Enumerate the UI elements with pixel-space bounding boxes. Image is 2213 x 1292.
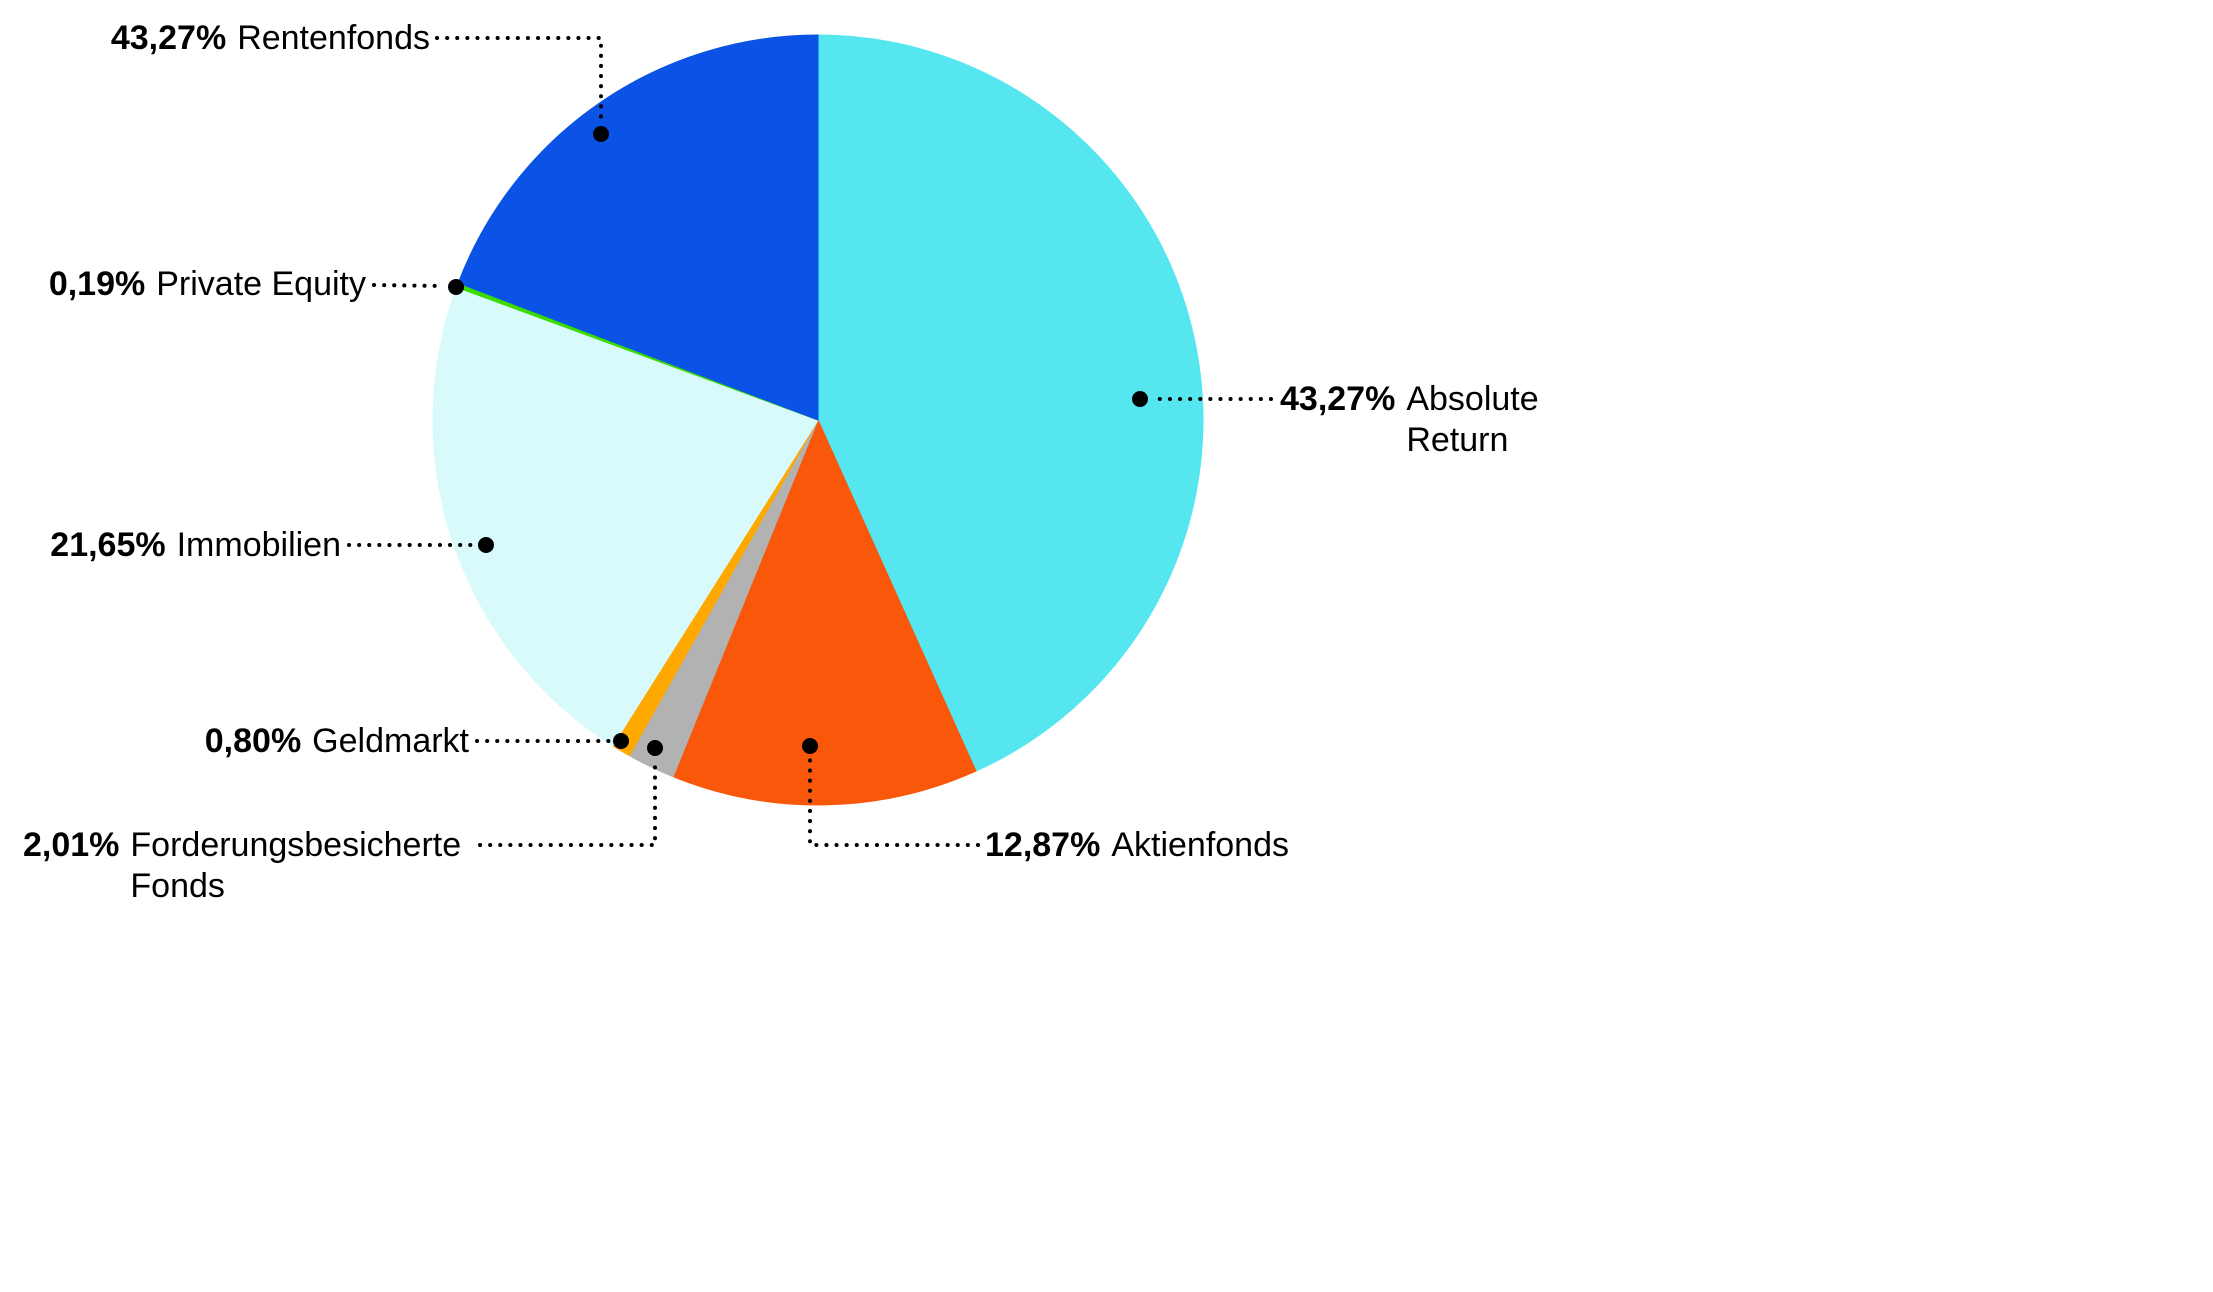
leader-dot-geldmarkt <box>613 733 629 749</box>
label-private-equity-percent: 0,19% <box>48 265 146 303</box>
label-forderungsbesicherte-fonds-name: Forderungsbesicherte Fonds <box>130 826 462 905</box>
pie-slice-aktienfonds <box>672 418 977 806</box>
leader-dot-absolute-return <box>1132 391 1148 407</box>
label-immobilien-percent: 21,65% <box>50 526 166 564</box>
pie <box>432 34 1204 806</box>
pie-slice-rentenfonds <box>457 34 819 421</box>
leader-dot-aktienfonds <box>802 738 818 754</box>
label-rentenfonds-percent: 43,27% <box>110 19 227 57</box>
label-absolute-return-name: Absolute Return <box>1406 380 1539 459</box>
leader-geldmarkt <box>475 733 629 749</box>
label-geldmarkt-percent: 0,80% <box>204 722 302 760</box>
label-aktienfonds: 12,87% Aktienfonds <box>985 825 1289 866</box>
pie-slice-immobilien <box>432 286 819 747</box>
label-private-equity-name: Private Equity <box>156 265 366 303</box>
leader-immobilien <box>347 537 494 553</box>
leader-absolute-return <box>1132 391 1273 407</box>
label-forderungsbesicherte-fonds: 2,01% Forderungsbesicherte Fonds <box>23 825 490 907</box>
leader-dot-rentenfonds <box>593 126 609 142</box>
leader-line-forderungsbesicherte-fonds <box>478 756 657 847</box>
label-immobilien-name: Immobilien <box>176 526 341 564</box>
label-immobilien: 21,65% Immobilien <box>50 525 341 566</box>
leader-forderungsbesicherte-fonds <box>478 740 663 847</box>
leader-dot-forderungsbesicherte-fonds <box>647 740 663 756</box>
leader-dot-immobilien <box>478 537 494 553</box>
label-aktienfonds-name: Aktienfonds <box>1111 826 1289 864</box>
label-absolute-return: 43,27% Absolute Return <box>1280 379 1571 461</box>
leader-rentenfonds <box>435 36 609 142</box>
label-absolute-return-percent: 43,27% <box>1280 380 1396 418</box>
leader-dot-private-equity <box>448 279 464 295</box>
leader-private-equity <box>372 279 464 295</box>
pie-slice-absolute-return <box>817 34 1204 772</box>
label-forderungsbesicherte-fonds-percent: 2,01% <box>23 826 120 864</box>
label-rentenfonds: 43,27% Rentenfonds <box>111 18 430 59</box>
label-private-equity: 0,19% Private Equity <box>49 264 366 305</box>
leader-aktienfonds <box>802 738 980 847</box>
label-aktienfonds-percent: 12,87% <box>985 826 1101 864</box>
label-geldmarkt-name: Geldmarkt <box>312 722 469 760</box>
label-rentenfonds-name: Rentenfonds <box>237 19 430 57</box>
leader-line-rentenfonds <box>435 36 603 128</box>
label-geldmarkt: 0,80% Geldmarkt <box>205 721 469 762</box>
leader-line-private-equity <box>372 283 446 288</box>
